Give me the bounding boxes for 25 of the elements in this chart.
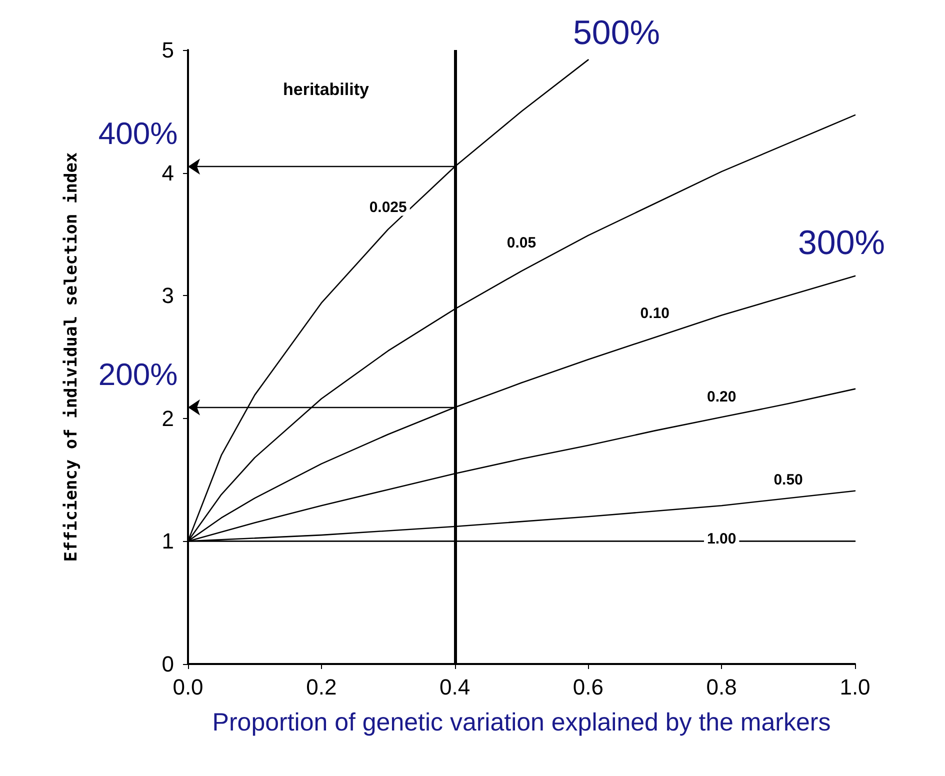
y-tick-label: 2 — [162, 406, 174, 431]
legend-title: heritability — [283, 80, 370, 99]
series-label: 0.025 — [369, 198, 407, 216]
series-label: 0.05 — [506, 234, 536, 252]
y-tick-label: 0 — [162, 652, 174, 676]
annotation: 300% — [798, 224, 885, 262]
annotation: 400% — [98, 116, 178, 152]
series-label: 0.10 — [640, 304, 670, 322]
x-tick-label: 0.2 — [306, 674, 337, 700]
series-label: 0.20 — [707, 388, 736, 406]
x-axis-title: Proportion of genetic variation explained by the markers — [212, 708, 831, 736]
x-tick-label: 1.0 — [840, 674, 870, 700]
series-label: 1.00 — [707, 530, 736, 548]
x-tick-label: 0.4 — [440, 674, 470, 700]
x-tick-label: 0.0 — [172, 674, 204, 700]
y-tick-label: 4 — [162, 160, 174, 186]
annotation: 500% — [573, 14, 660, 52]
y-axis-title: Efficiency of individual selection index — [62, 152, 82, 562]
x-tick-label: 0.8 — [706, 674, 737, 700]
y-tick-label: 5 — [162, 38, 174, 62]
y-tick-label: 1 — [162, 528, 174, 554]
annotation: 200% — [98, 356, 178, 392]
y-tick-label: 3 — [162, 283, 174, 308]
series-label: 0.50 — [774, 472, 803, 489]
x-tick-label: 0.6 — [572, 674, 604, 700]
